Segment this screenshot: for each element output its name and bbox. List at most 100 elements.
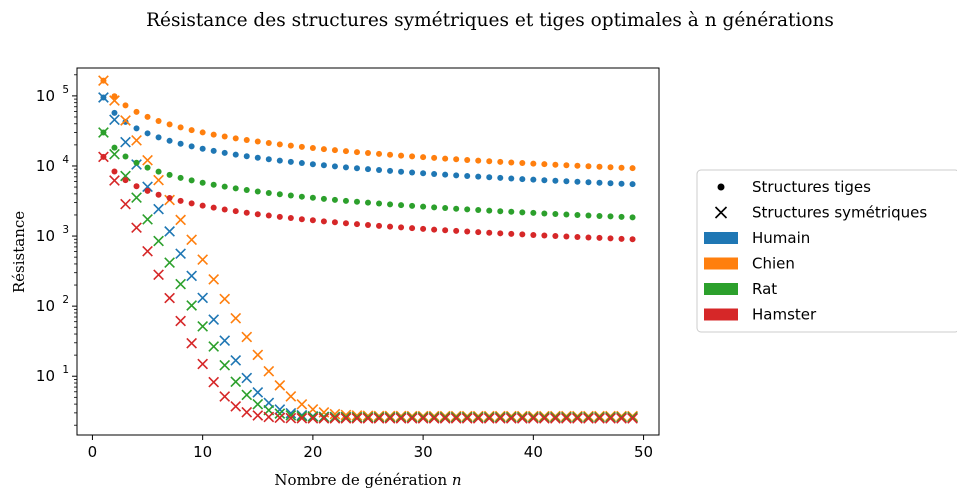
tiges-point xyxy=(420,170,427,177)
symetrique-point xyxy=(186,234,198,246)
symetrique-point xyxy=(296,398,308,410)
symetrique-point xyxy=(175,278,186,290)
tiges-point xyxy=(541,177,548,184)
series-humain xyxy=(98,92,638,423)
tiges-point xyxy=(574,233,581,240)
symetrique-point xyxy=(219,391,231,402)
tiges-point xyxy=(453,227,460,234)
tiges-point xyxy=(276,213,283,220)
x-tick-label: 0 xyxy=(88,443,98,461)
tiges-point xyxy=(376,150,383,157)
legend-label: Structures tiges xyxy=(752,178,871,196)
tiges-point xyxy=(199,129,206,136)
symetrique-point xyxy=(605,411,616,423)
symetrique-point xyxy=(550,413,561,424)
symetrique-point xyxy=(230,376,242,388)
y-tick-label: 10 xyxy=(36,297,55,315)
tiges-point xyxy=(331,219,338,226)
tiges-point xyxy=(431,154,438,161)
tiges-point xyxy=(210,204,217,211)
symetrique-point xyxy=(505,411,517,423)
symetrique-point xyxy=(472,410,484,422)
symetrique-point xyxy=(605,413,616,424)
symetrique-point xyxy=(351,413,363,424)
tiges-point xyxy=(398,224,405,231)
symetrique-point xyxy=(208,273,220,285)
symetrique-point xyxy=(550,411,561,423)
tiges-point xyxy=(298,216,305,223)
symetrique-point xyxy=(439,410,451,422)
plot-frame xyxy=(76,67,660,436)
tiges-point xyxy=(508,230,515,237)
symetrique-point xyxy=(230,401,242,412)
y-tick-label: 10 xyxy=(36,227,55,245)
tiges-point xyxy=(596,234,603,241)
tiges-point xyxy=(188,143,195,150)
symetrique-point xyxy=(594,410,605,422)
tiges-point xyxy=(607,213,614,220)
tiges-point xyxy=(309,161,316,168)
tiges-point xyxy=(541,210,548,217)
x-tick-label: 50 xyxy=(634,443,653,461)
symetrique-point xyxy=(583,410,594,422)
symetrique-point xyxy=(197,292,209,304)
legend-frame xyxy=(696,169,957,333)
symetrique-point xyxy=(131,222,142,234)
tiges-point xyxy=(111,109,118,116)
tiges-point xyxy=(320,218,327,225)
tiges-point xyxy=(353,165,360,172)
symetrique-point xyxy=(219,293,231,305)
tiges-point xyxy=(221,149,228,156)
tiges-point xyxy=(464,206,471,213)
tiges-point xyxy=(618,164,625,171)
symetrique-point xyxy=(494,413,506,424)
y-tick-label: 10 xyxy=(36,367,55,385)
symetrique-point xyxy=(373,411,385,423)
symetrique-point xyxy=(109,114,120,126)
symetrique-point xyxy=(296,410,308,422)
symetrique-point xyxy=(561,413,572,424)
legend-label: Structures symétriques xyxy=(752,204,927,222)
tiges-point xyxy=(155,191,162,198)
symetrique-point xyxy=(285,410,297,421)
tiges-point xyxy=(177,174,184,181)
tiges-point xyxy=(265,156,272,163)
tiges-point xyxy=(552,232,559,239)
tiges-point xyxy=(607,164,614,171)
legend-x-marker xyxy=(714,206,728,219)
tiges-point xyxy=(629,214,636,221)
legend-label: Humain xyxy=(752,229,810,247)
symetrique-point xyxy=(230,355,242,366)
tiges-point xyxy=(409,225,416,232)
tiges-point xyxy=(508,208,515,215)
tiges-point xyxy=(166,137,173,144)
symetrique-point xyxy=(627,413,638,424)
tiges-point xyxy=(309,194,316,201)
symetrique-point xyxy=(428,410,440,422)
tiges-point xyxy=(431,204,438,211)
symetrique-point xyxy=(241,406,253,418)
tiges-point xyxy=(365,222,371,229)
tiges-point xyxy=(596,163,603,170)
tiges-point xyxy=(309,145,316,152)
tiges-point xyxy=(243,187,250,194)
tiges-point xyxy=(254,211,261,218)
tiges-point xyxy=(320,162,327,169)
tiges-point xyxy=(585,212,592,219)
tiges-point xyxy=(365,166,371,173)
symetrique-point xyxy=(627,410,638,422)
symetrique-point xyxy=(483,413,495,424)
symetrique-point xyxy=(175,315,186,327)
symetrique-point xyxy=(252,349,264,361)
symetrique-point xyxy=(406,411,418,423)
tiges-point xyxy=(607,235,614,242)
symetrique-point xyxy=(340,411,352,423)
symetrique-point xyxy=(417,411,429,423)
symetrique-point xyxy=(98,127,109,138)
tiges-point xyxy=(122,102,129,109)
tiges-point xyxy=(387,223,394,230)
symetrique-point xyxy=(153,269,164,281)
tiges-point xyxy=(122,118,129,125)
symetrique-point xyxy=(98,151,109,163)
symetrique-point xyxy=(428,411,440,423)
